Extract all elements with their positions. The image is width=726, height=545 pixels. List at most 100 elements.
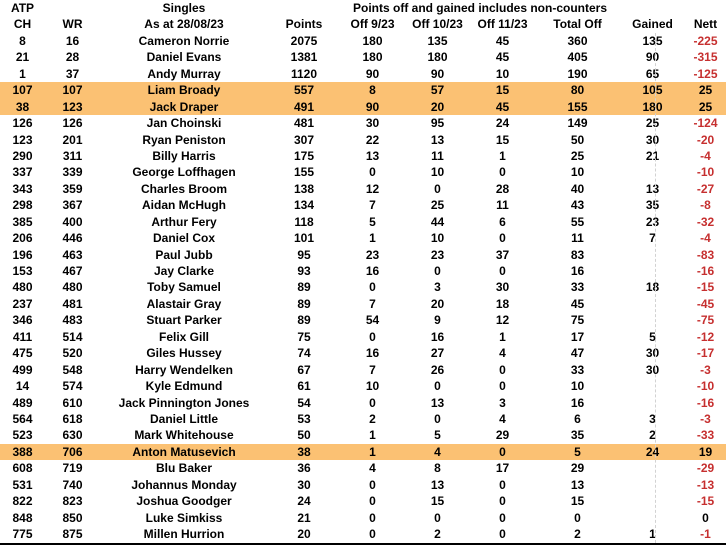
cell-gained: 25 bbox=[645, 116, 660, 131]
cell-points: 54 bbox=[297, 395, 311, 410]
player-name-cell: Anton Matusevich bbox=[132, 444, 236, 459]
cell-ch: 564 bbox=[12, 411, 33, 426]
player-name-cell: Blu Baker bbox=[155, 461, 213, 476]
table-row: 499 548 Harry Wendelken 67 7 26 0 33 30 … bbox=[0, 362, 726, 378]
cell-gained: 23 bbox=[645, 214, 660, 229]
cell-off-11-23: 12 bbox=[495, 313, 510, 328]
cell-wr: 446 bbox=[62, 231, 83, 246]
column-header-nett: Nett bbox=[693, 17, 718, 32]
cell-points: 61 bbox=[297, 379, 311, 394]
column-header-off-10-23: Off 10/23 bbox=[412, 17, 463, 32]
cell-total-off: 83 bbox=[570, 247, 585, 262]
cell-off-11-23: 11 bbox=[496, 198, 509, 213]
cell-nett: -15 bbox=[696, 280, 715, 295]
cell-off-10-23: 4 bbox=[434, 444, 441, 459]
cell-nett: -32 bbox=[696, 214, 715, 229]
cell-ch: 346 bbox=[12, 313, 33, 328]
cell-off-11-23: 18 bbox=[495, 296, 510, 311]
cell-points: 95 bbox=[297, 247, 311, 262]
table-row: 822 823 Joshua Goodger 24 0 15 0 15 -15 bbox=[0, 493, 726, 509]
player-name-cell: Jack Pinnington Jones bbox=[118, 395, 250, 410]
player-name-cell: Jan Choinski bbox=[146, 116, 222, 131]
cell-total-off: 149 bbox=[567, 116, 588, 131]
cell-nett: 25 bbox=[698, 83, 713, 98]
cell-off-11-23: 30 bbox=[495, 280, 510, 295]
cell-off-11-23: 0 bbox=[499, 477, 506, 492]
cell-off-9-23: 0 bbox=[369, 477, 376, 492]
cell-off-11-23: 0 bbox=[499, 231, 506, 246]
cell-off-9-23: 180 bbox=[362, 33, 383, 48]
cell-wr: 123 bbox=[62, 99, 83, 114]
player-name-cell: Giles Hussey bbox=[146, 346, 222, 361]
cell-points: 101 bbox=[293, 231, 315, 246]
cell-ch: 411 bbox=[12, 329, 33, 344]
cell-off-11-23: 4 bbox=[499, 346, 506, 361]
cell-ch: 608 bbox=[12, 461, 33, 476]
cell-wr: 618 bbox=[62, 411, 83, 426]
cell-nett: -27 bbox=[696, 181, 715, 196]
cell-off-11-23: 0 bbox=[499, 379, 506, 394]
cell-wr: 610 bbox=[62, 395, 83, 410]
cell-total-off: 16 bbox=[570, 264, 585, 278]
cell-total-off: 33 bbox=[570, 362, 585, 377]
cell-off-10-23: 20 bbox=[430, 296, 445, 311]
cell-points: 118 bbox=[294, 214, 314, 229]
cell-wr: 359 bbox=[62, 181, 83, 196]
cell-off-9-23: 16 bbox=[365, 264, 380, 278]
cell-nett: -10 bbox=[696, 165, 715, 180]
cell-off-9-23: 1 bbox=[369, 444, 376, 459]
table-row: 475 520 Giles Hussey 74 16 27 4 47 30 -1… bbox=[0, 345, 726, 361]
cell-off-10-23: 25 bbox=[430, 198, 445, 213]
cell-nett: -3 bbox=[700, 362, 711, 377]
player-name-cell: Luke Simkiss bbox=[145, 510, 223, 525]
cell-gained: 135 bbox=[642, 33, 663, 48]
player-name-cell: Toby Samuel bbox=[147, 280, 221, 295]
cell-off-10-23: 27 bbox=[430, 346, 445, 361]
player-name-cell: Stuart Parker bbox=[146, 313, 222, 328]
cell-wr: 367 bbox=[62, 198, 83, 213]
cell-off-11-23: 0 bbox=[499, 527, 506, 541]
player-name-cell: Cameron Norrie bbox=[138, 33, 230, 48]
cell-off-11-23: 15 bbox=[495, 132, 510, 147]
cell-off-11-23: 17 bbox=[495, 461, 510, 476]
table-row: 290 311 Billy Harris 175 13 11 1 25 21 -… bbox=[0, 148, 726, 164]
cell-ch: 531 bbox=[12, 477, 33, 492]
cell-ch: 237 bbox=[12, 296, 33, 311]
cell-ch: 8 bbox=[19, 33, 26, 48]
cell-off-10-23: 15 bbox=[430, 494, 445, 509]
cell-gained: 2 bbox=[649, 428, 656, 443]
cell-off-11-23: 10 bbox=[495, 66, 510, 81]
cell-off-11-23: 45 bbox=[495, 33, 510, 48]
cell-points: 75 bbox=[297, 329, 311, 344]
cell-off-9-23: 7 bbox=[369, 198, 376, 213]
cell-nett: -3 bbox=[700, 411, 711, 426]
player-name-cell: Daniel Evans bbox=[146, 50, 222, 65]
player-name-cell: Paul Jubb bbox=[155, 247, 213, 262]
column-header-row: CH WR As at 28/08/23 Points Off 9/23 Off… bbox=[0, 16, 726, 32]
cell-wr: 483 bbox=[62, 313, 83, 328]
player-name-cell: Daniel Cox bbox=[152, 231, 215, 246]
player-name-cell: Charles Broom bbox=[140, 181, 228, 196]
table-row: 206 446 Daniel Cox 101 1 10 0 11 7 -4 bbox=[0, 230, 726, 246]
column-header-date: As at 28/08/23 bbox=[144, 17, 224, 32]
table-row: 480 480 Toby Samuel 89 0 3 30 33 18 -15 bbox=[0, 279, 726, 295]
table-row: 123 201 Ryan Peniston 307 22 13 15 50 30… bbox=[0, 132, 726, 148]
cell-ch: 1 bbox=[19, 66, 26, 81]
cell-ch: 14 bbox=[15, 379, 30, 394]
cell-ch: 775 bbox=[12, 527, 33, 541]
cell-off-11-23: 1 bbox=[499, 329, 506, 344]
cell-points: 30 bbox=[297, 477, 311, 492]
cell-off-10-23: 13 bbox=[430, 132, 445, 147]
cell-total-off: 40 bbox=[570, 181, 585, 196]
cell-off-9-23: 8 bbox=[369, 83, 376, 98]
cell-off-11-23: 0 bbox=[499, 362, 506, 377]
table-row: 21 28 Daniel Evans 1381 180 180 45 405 9… bbox=[0, 49, 726, 65]
cell-wr: 706 bbox=[62, 444, 83, 459]
cell-nett: -83 bbox=[696, 247, 715, 262]
cell-off-10-23: 8 bbox=[434, 461, 441, 476]
cell-off-10-23: 11 bbox=[431, 148, 444, 163]
cell-ch: 523 bbox=[12, 428, 33, 443]
cell-off-10-23: 0 bbox=[434, 264, 441, 278]
table-row: 14 574 Kyle Edmund 61 10 0 0 10 -10 bbox=[0, 378, 726, 394]
cell-points: 134 bbox=[293, 198, 315, 213]
